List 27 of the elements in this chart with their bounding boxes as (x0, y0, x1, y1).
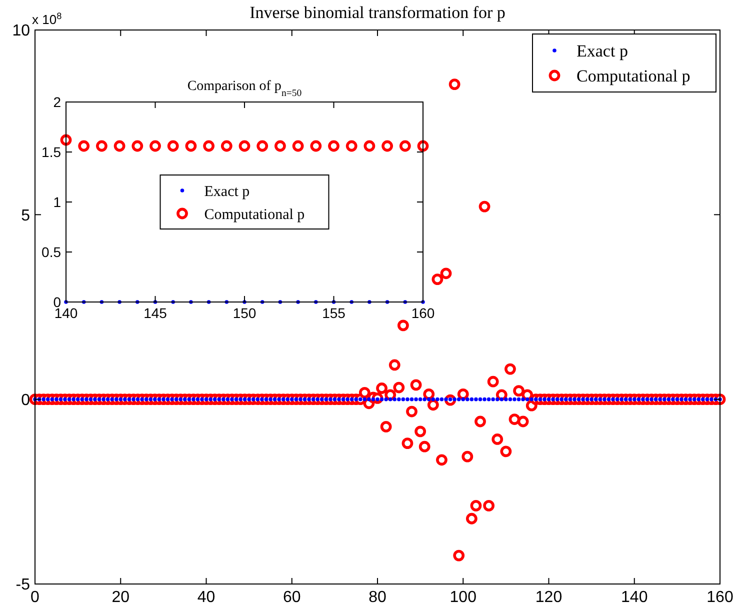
y-tick-label: 2 (53, 94, 62, 110)
legend-label: Computational p (576, 66, 690, 86)
x-tick-label: 140 (621, 589, 648, 606)
x-tick-label: 100 (450, 589, 477, 606)
y-tick-label: 10 (12, 22, 30, 40)
x-tick-label: 150 (232, 305, 256, 321)
y-tick-label: 5 (21, 207, 30, 224)
x-tick-label: 60 (282, 589, 301, 606)
chart-title: Inverse binomial transformation for p (250, 3, 506, 22)
text: x 10$^{8}$ (32, 11, 62, 27)
legend-label: Exact p (576, 41, 628, 60)
x-tick-label: 20 (112, 589, 130, 606)
x-tick-label: 160 (411, 305, 435, 321)
y-tick-label: -5 (16, 576, 30, 594)
y-tick-label: 1 (53, 194, 62, 210)
y-tick-label: 1.5 (42, 144, 62, 160)
x-tick-label: 155 (322, 305, 346, 321)
x-tick-label: 40 (197, 589, 216, 606)
legend-label: Computational p (204, 206, 305, 223)
x-tick-label: 145 (144, 305, 168, 321)
legend-label: Exact p (204, 184, 250, 200)
y-tick-label: 0.5 (42, 244, 62, 260)
x-tick-label: 120 (535, 589, 562, 606)
chart-title: Comparison of p$_{n=50}$ (187, 79, 302, 98)
y-tick-label: 0 (21, 392, 30, 409)
x-tick-label: 160 (706, 589, 734, 606)
x-tick-label: 80 (368, 589, 386, 606)
